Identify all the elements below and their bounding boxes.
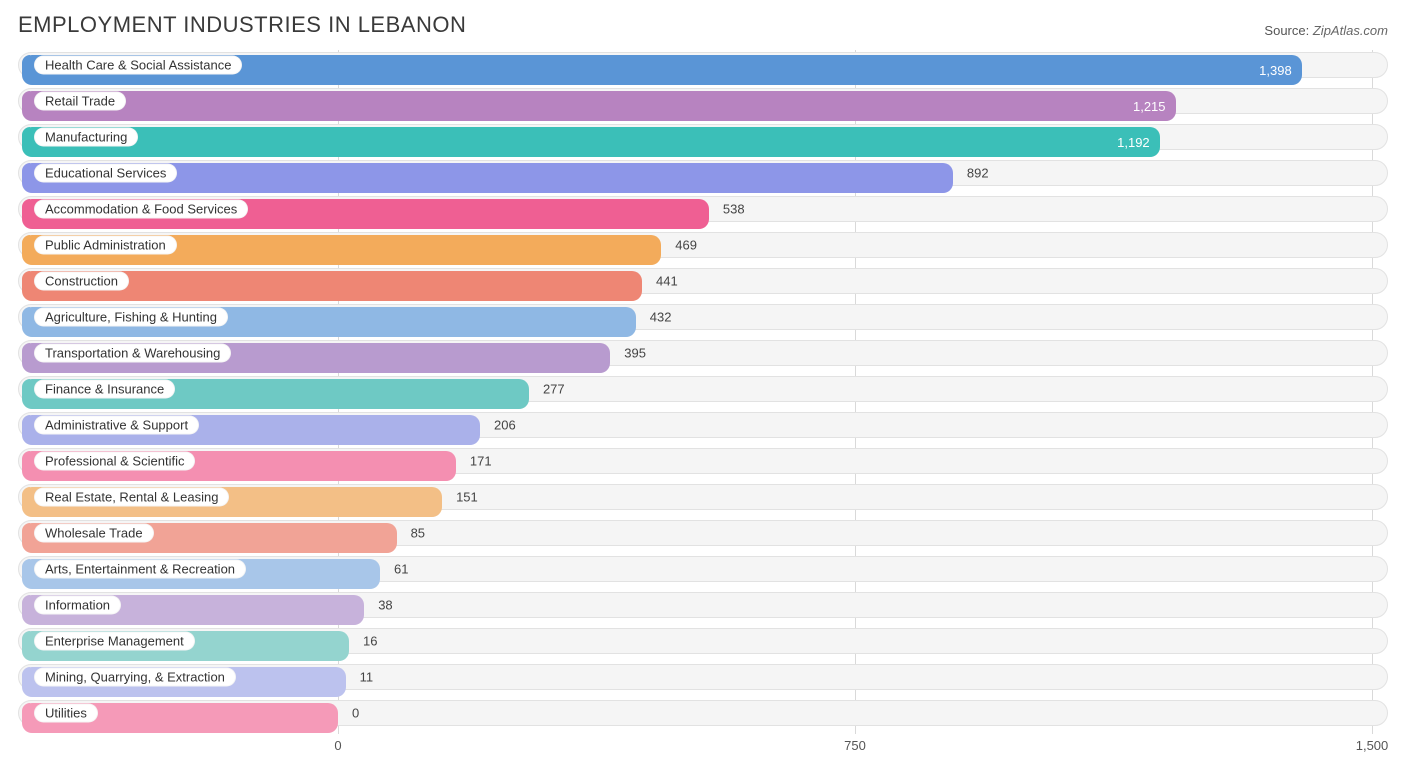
bar-label-pill: Enterprise Management xyxy=(34,632,195,651)
bar-row: Real Estate, Rental & Leasing 151 xyxy=(18,482,1388,512)
bar-cap xyxy=(22,91,30,111)
bar-cap xyxy=(22,631,30,651)
bar-row: Wholesale Trade 85 xyxy=(18,518,1388,548)
bar-label-pill: Professional & Scientific xyxy=(34,452,195,471)
bar-row: 1,192 Manufacturing xyxy=(18,122,1388,152)
bar-cap xyxy=(22,199,30,219)
bar-row: Arts, Entertainment & Recreation 61 xyxy=(18,554,1388,584)
source-value: ZipAtlas.com xyxy=(1313,23,1388,38)
bar-value: 171 xyxy=(470,454,492,469)
bar-label-pill: Health Care & Social Assistance xyxy=(34,56,242,75)
axis-tick: 750 xyxy=(844,738,866,753)
bar-row: Professional & Scientific 171 xyxy=(18,446,1388,476)
chart-source: Source: ZipAtlas.com xyxy=(1264,23,1388,38)
bar-cap xyxy=(22,235,30,255)
bars-container: 1,398 Health Care & Social Assistance 1,21… xyxy=(18,50,1388,728)
bar-value: 16 xyxy=(363,634,377,649)
bar-label-pill: Wholesale Trade xyxy=(34,524,154,543)
chart-title: EMPLOYMENT INDUSTRIES IN LEBANON xyxy=(18,12,466,38)
bar-label-pill: Finance & Insurance xyxy=(34,380,175,399)
bar-label-pill: Transportation & Warehousing xyxy=(34,344,231,363)
bar-value: 38 xyxy=(378,598,392,613)
bar-cap xyxy=(22,127,30,147)
bar-cap xyxy=(22,379,30,399)
bar-cap xyxy=(22,703,30,723)
bar-row: Enterprise Management 16 xyxy=(18,626,1388,656)
bar-row: 1,215 Retail Trade xyxy=(18,86,1388,116)
bar-row: Utilities 0 xyxy=(18,698,1388,728)
bar-cap xyxy=(22,667,30,687)
bar-label-pill: Construction xyxy=(34,272,129,291)
bar-value: 11 xyxy=(360,670,374,685)
x-axis: 0 750 1,500 xyxy=(18,734,1388,758)
bar-row: 1,398 Health Care & Social Assistance xyxy=(18,50,1388,80)
axis-tick: 1,500 xyxy=(1356,738,1389,753)
bar-label-pill: Manufacturing xyxy=(34,128,138,147)
bar-value: 441 xyxy=(656,274,678,289)
bar-row: Public Administration 469 xyxy=(18,230,1388,260)
bar-row: Educational Services 892 xyxy=(18,158,1388,188)
bar-cap xyxy=(22,55,30,75)
bar-value: 432 xyxy=(650,310,672,325)
bar-cap xyxy=(22,415,30,435)
bar-cap xyxy=(22,523,30,543)
bar-row: Accommodation & Food Services 538 xyxy=(18,194,1388,224)
bar-label-pill: Educational Services xyxy=(34,164,177,183)
bar-value: 1,398 xyxy=(1259,63,1292,78)
bar-value: 1,215 xyxy=(1133,99,1166,114)
bar-fill: 1,215 xyxy=(22,91,1176,121)
bar-value: 892 xyxy=(967,166,989,181)
bar-row: Administrative & Support 206 xyxy=(18,410,1388,440)
bar-cap xyxy=(22,487,30,507)
bar-label-pill: Mining, Quarrying, & Extraction xyxy=(34,668,236,687)
bar-cap xyxy=(22,271,30,291)
bar-label-pill: Utilities xyxy=(34,704,98,723)
bar-label-pill: Administrative & Support xyxy=(34,416,199,435)
bar-cap xyxy=(22,595,30,615)
bar-row: Mining, Quarrying, & Extraction 11 xyxy=(18,662,1388,692)
bar-row: Transportation & Warehousing 395 xyxy=(18,338,1388,368)
bar-row: Finance & Insurance 277 xyxy=(18,374,1388,404)
bar-row: Information 38 xyxy=(18,590,1388,620)
axis-tick: 0 xyxy=(334,738,341,753)
bar-row: Agriculture, Fishing & Hunting 432 xyxy=(18,302,1388,332)
bar-value: 1,192 xyxy=(1117,135,1150,150)
bar-value: 277 xyxy=(543,382,565,397)
bar-value: 395 xyxy=(624,346,646,361)
bar-label-pill: Retail Trade xyxy=(34,92,126,111)
bar-value: 61 xyxy=(394,562,408,577)
source-label: Source: xyxy=(1264,23,1309,38)
bar-value: 469 xyxy=(675,238,697,253)
bar-row: Construction 441 xyxy=(18,266,1388,296)
bar-label-pill: Agriculture, Fishing & Hunting xyxy=(34,308,228,327)
bar-value: 0 xyxy=(352,706,359,721)
bar-fill: 1,192 xyxy=(22,127,1160,157)
chart-header: EMPLOYMENT INDUSTRIES IN LEBANON Source:… xyxy=(18,12,1388,38)
bar-label-pill: Accommodation & Food Services xyxy=(34,200,248,219)
chart-area: 1,398 Health Care & Social Assistance 1,21… xyxy=(18,50,1388,758)
bar-cap xyxy=(22,451,30,471)
bar-cap xyxy=(22,307,30,327)
bar-cap xyxy=(22,343,30,363)
bar-label-pill: Arts, Entertainment & Recreation xyxy=(34,560,246,579)
bar-label-pill: Real Estate, Rental & Leasing xyxy=(34,488,229,507)
bar-value: 85 xyxy=(411,526,425,541)
bar-value: 538 xyxy=(723,202,745,217)
bar-cap xyxy=(22,559,30,579)
bar-value: 151 xyxy=(456,490,478,505)
bar-value: 206 xyxy=(494,418,516,433)
bar-label-pill: Public Administration xyxy=(34,236,177,255)
bar-cap xyxy=(22,163,30,183)
bar-label-pill: Information xyxy=(34,596,121,615)
